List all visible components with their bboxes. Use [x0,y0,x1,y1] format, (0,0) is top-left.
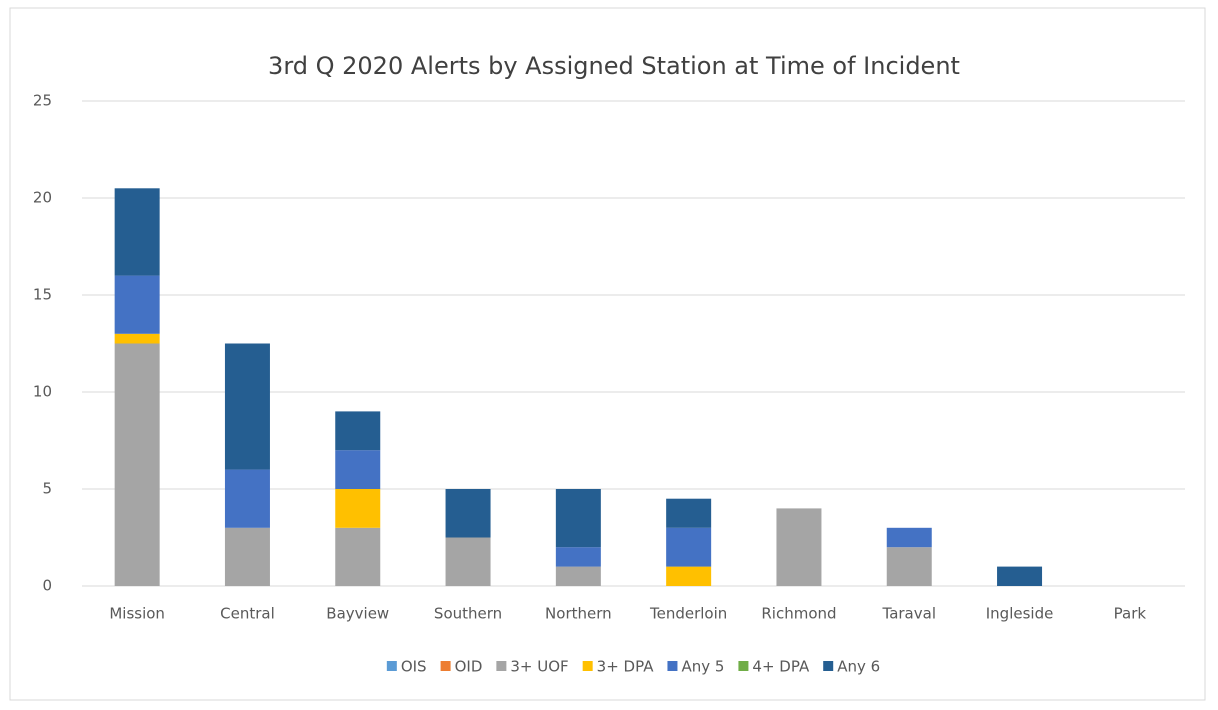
y-tick-label: 0 [42,577,52,595]
bar-segment [666,566,712,586]
bar-segment [114,275,160,334]
bar-segment [114,188,160,276]
x-tick-label: Ingleside [986,605,1054,623]
bar-segment [224,343,270,470]
legend-swatch [582,661,593,671]
bar-segment [666,498,712,528]
bar-segment [666,527,712,567]
bar-segment [555,566,601,586]
bar-segment [445,537,491,586]
bar-segment [997,566,1043,586]
y-tick-label: 25 [33,92,52,110]
x-tick-label: Tenderloin [649,605,727,623]
legend-swatch [667,661,678,671]
x-tick-label: Mission [109,605,165,623]
legend-swatch [496,661,507,671]
y-tick-label: 5 [42,480,52,498]
bar-segment [335,527,381,586]
x-tick-label: Richmond [761,605,836,623]
x-tick-label: Park [1114,605,1147,623]
x-tick-label: Southern [434,605,502,623]
bar-segment [445,489,491,538]
legend-swatch [823,661,834,671]
bar-segment [335,489,381,528]
y-tick-label: 10 [33,383,52,401]
bar-segment [114,343,160,586]
x-tick-label: Central [220,605,275,623]
legend-swatch [386,661,397,671]
bar-segment [555,489,601,548]
legend-label: OID [455,658,483,676]
bar-segment [555,547,601,567]
legend-label: 3+ UOF [510,658,568,676]
bar-segment [224,527,270,586]
bar-segment [886,547,932,586]
bar-segment [886,527,932,548]
bar-segment [335,411,381,451]
chart-title: 3rd Q 2020 Alerts by Assigned Station at… [268,52,960,80]
legend-label: 4+ DPA [752,658,810,676]
x-tick-label: Northern [545,605,612,623]
bar-segment [114,333,160,344]
legend-label: 3+ DPA [597,658,655,676]
y-tick-label: 15 [33,286,52,304]
chart-frame [9,7,1206,701]
x-tick-label: Taraval [882,605,936,623]
legend-label: Any 5 [681,658,724,676]
legend-swatch [738,661,749,671]
bar-segment [776,508,822,586]
legend-label: OIS [401,658,427,676]
x-tick-label: Bayview [326,605,389,623]
y-tick-label: 20 [33,189,52,207]
legend-swatch [440,661,451,671]
bar-segment [224,469,270,528]
legend-label: Any 6 [837,658,880,676]
bar-segment [335,450,381,489]
